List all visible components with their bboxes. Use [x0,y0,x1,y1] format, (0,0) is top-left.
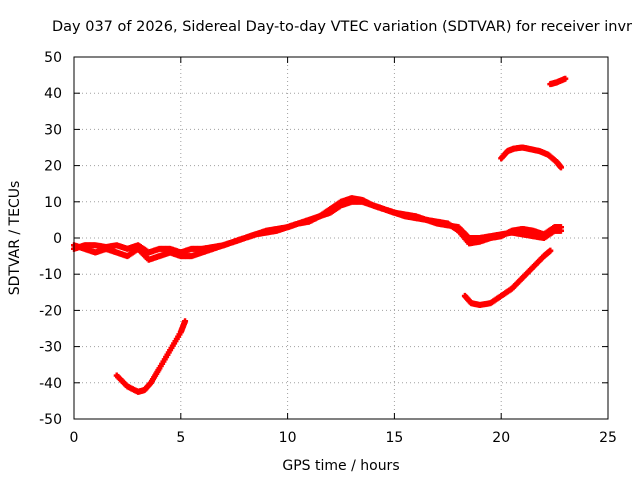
data-point [547,247,554,254]
y-tick-label: -30 [39,340,62,356]
x-tick-label: 20 [492,430,510,446]
y-tick-label: 50 [44,50,62,66]
y-axis-label: SDTVAR / TECUs [7,181,23,296]
y-tick-label: 10 [44,195,62,211]
y-tick-label: -10 [39,267,62,283]
grid [74,57,608,419]
chart-title: Day 037 of 2026, Sidereal Day-to-day VTE… [52,19,632,35]
y-tick-label: 40 [44,86,62,102]
y-tick-label: 20 [44,159,62,175]
axis-ticks: 0 5 10 15 20 25 -50 -40 -30 -20 -10 0 10 20 30 40 50 [39,50,617,446]
x-tick-label: 5 [176,430,185,446]
x-axis-label: GPS time / hours [282,458,399,474]
y-tick-label: -20 [39,303,62,319]
data-point [182,318,189,325]
series-main-track-b [71,198,565,263]
series-afternoon-dip-segment [461,247,554,308]
x-tick-label: 15 [385,430,403,446]
y-tick-label: -50 [39,412,62,428]
plot-area [71,75,569,395]
data-point [558,164,565,171]
data-point [558,224,565,231]
y-tick-label: 30 [44,122,62,138]
x-tick-label: 0 [70,430,79,446]
x-tick-label: 25 [599,430,617,446]
x-tick-label: 10 [279,430,297,446]
y-tick-label: 0 [53,231,62,247]
series-top-segment [547,75,569,88]
series-upper-arc-segment [498,144,565,171]
series-main-track-a [71,195,565,256]
data-point [562,75,569,82]
series-early-dip-segment [113,318,189,395]
y-tick-label: -40 [39,376,62,392]
